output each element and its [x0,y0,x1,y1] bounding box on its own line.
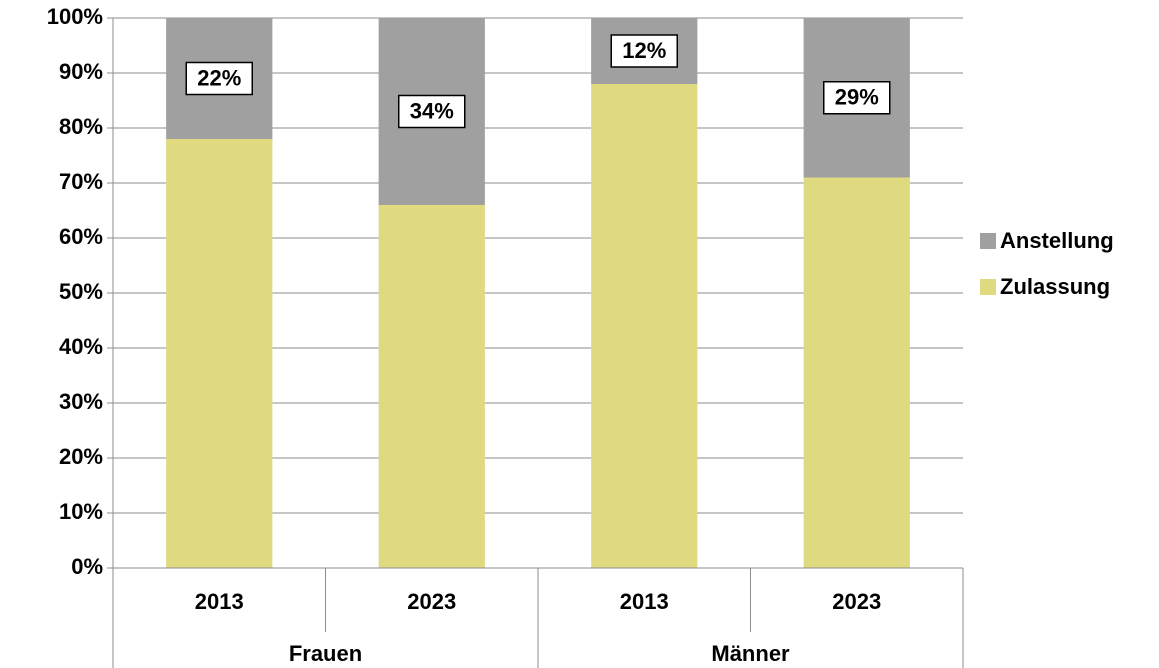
bar-segment [591,84,698,568]
bar-segment [803,177,910,568]
legend-swatch [980,279,996,295]
x-tick-label: 2023 [407,589,456,614]
group-label: Männer [711,641,790,666]
data-label-box [823,81,891,115]
data-label-box [398,94,466,129]
y-tick-label: 40% [59,334,103,359]
y-tick-label: 90% [59,59,103,84]
data-label-box [185,61,253,96]
data-label: 12% [622,38,666,63]
data-label: 34% [410,98,454,123]
data-label: 29% [835,85,879,110]
x-tick-label: 2013 [620,589,669,614]
y-tick-label: 100% [47,4,103,29]
legend-swatch [980,233,996,249]
group-label: Frauen [289,641,362,666]
bar-segment [378,205,485,568]
y-tick-label: 70% [59,169,103,194]
data-label: 22% [197,65,241,90]
legend-label: Zulassung [1000,274,1110,299]
y-tick-label: 80% [59,114,103,139]
legend-label: Anstellung [1000,228,1114,253]
y-tick-label: 20% [59,444,103,469]
y-tick-label: 0% [71,554,103,579]
x-tick-label: 2013 [195,589,244,614]
bar-segment [166,139,273,568]
y-tick-label: 30% [59,389,103,414]
data-label-box [610,34,678,68]
y-tick-label: 10% [59,499,103,524]
y-tick-label: 60% [59,224,103,249]
x-tick-label: 2023 [832,589,881,614]
y-tick-label: 50% [59,279,103,304]
